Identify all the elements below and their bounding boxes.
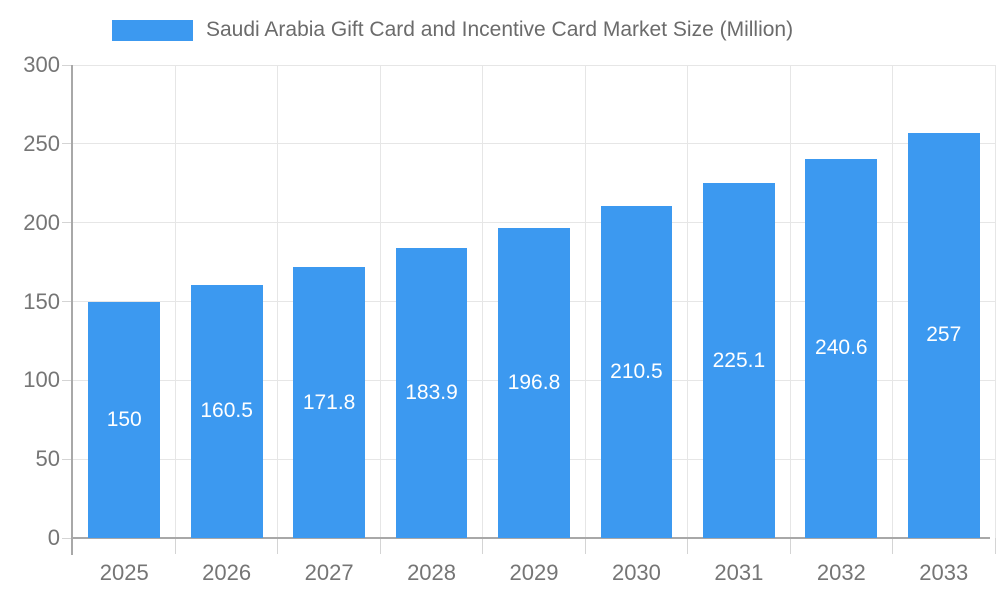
x-axis-label: 2026 bbox=[202, 560, 252, 585]
legend-swatch-icon bbox=[112, 19, 193, 41]
bar-value-label: 257 bbox=[926, 323, 962, 347]
gridline-horizontal bbox=[73, 143, 995, 145]
x-axis-tick bbox=[687, 538, 689, 554]
y-axis-label: 250 bbox=[23, 130, 60, 156]
x-axis-label: 2033 bbox=[919, 560, 969, 585]
gridline-vertical bbox=[482, 65, 484, 538]
y-axis-label: 300 bbox=[23, 52, 60, 77]
bar-value-label: 196.8 bbox=[507, 370, 561, 394]
bar-2030[interactable]: 210.5 bbox=[600, 206, 673, 538]
y-axis-label: 50 bbox=[35, 446, 60, 472]
x-axis-label: 2028 bbox=[407, 560, 457, 585]
y-axis-label: 0 bbox=[47, 525, 60, 550]
bar-2031[interactable]: 225.1 bbox=[703, 183, 775, 538]
bar-value-label: 225.1 bbox=[712, 348, 766, 372]
bar-value-label: 240.6 bbox=[815, 336, 868, 360]
bar-2028[interactable]: 183.9 bbox=[395, 248, 468, 538]
gridline-horizontal bbox=[73, 64, 995, 66]
bar-value-label: 210.5 bbox=[610, 360, 663, 384]
y-axis-label: 100 bbox=[23, 367, 60, 393]
y-axis-tick bbox=[62, 537, 71, 539]
x-axis-tick bbox=[994, 538, 996, 554]
x-axis-label: 2029 bbox=[509, 560, 559, 585]
x-axis-tick bbox=[789, 538, 791, 554]
bar-value-label: 150 bbox=[106, 407, 142, 431]
bar-2029[interactable]: 196.8 bbox=[498, 227, 570, 538]
y-axis-tick bbox=[62, 458, 71, 460]
bar-2026[interactable]: 160.5 bbox=[190, 284, 263, 538]
x-axis-line bbox=[71, 537, 990, 539]
y-axis-label: 150 bbox=[23, 288, 60, 314]
gridline-vertical bbox=[379, 65, 381, 538]
gridline-horizontal bbox=[73, 222, 995, 224]
y-axis-tick bbox=[62, 222, 71, 224]
x-axis-tick bbox=[892, 538, 894, 554]
bar-value-label: 183.9 bbox=[405, 381, 458, 405]
y-axis-tick bbox=[62, 301, 71, 302]
x-axis-label: 2032 bbox=[816, 560, 866, 585]
legend[interactable]: Saudi Arabia Gift Card and Incentive Car… bbox=[112, 12, 793, 48]
bar-value-label: 171.8 bbox=[302, 390, 356, 414]
gridline-vertical bbox=[687, 65, 689, 538]
x-axis-tick bbox=[584, 538, 586, 554]
x-axis-label: 2025 bbox=[99, 560, 149, 585]
bar-2027[interactable]: 171.8 bbox=[293, 267, 365, 538]
bar-value-label: 160.5 bbox=[200, 399, 253, 423]
x-axis-label: 2030 bbox=[611, 560, 661, 585]
x-axis-tick bbox=[277, 538, 279, 554]
y-axis-label: 200 bbox=[23, 209, 60, 235]
x-axis-tick bbox=[174, 538, 176, 554]
x-axis-label: 2027 bbox=[304, 560, 354, 585]
bar-2025[interactable]: 150 bbox=[88, 301, 161, 538]
gridline-vertical bbox=[994, 65, 996, 538]
y-axis-tick bbox=[62, 143, 71, 145]
bar-2032[interactable]: 240.6 bbox=[805, 158, 878, 538]
gridline-vertical bbox=[174, 65, 176, 538]
gridline-vertical bbox=[789, 65, 791, 538]
legend-title: Saudi Arabia Gift Card and Incentive Car… bbox=[206, 18, 794, 41]
gridline-vertical bbox=[584, 65, 586, 538]
y-axis-line bbox=[71, 65, 73, 555]
x-axis-label: 2031 bbox=[714, 560, 764, 585]
x-axis-tick bbox=[482, 538, 484, 554]
gridline-vertical bbox=[277, 65, 279, 538]
x-axis-tick bbox=[379, 538, 381, 554]
gridline-vertical bbox=[892, 65, 894, 538]
y-axis-tick bbox=[62, 64, 71, 66]
y-axis-tick bbox=[62, 379, 71, 381]
bar-2033[interactable]: 257 bbox=[907, 132, 980, 538]
